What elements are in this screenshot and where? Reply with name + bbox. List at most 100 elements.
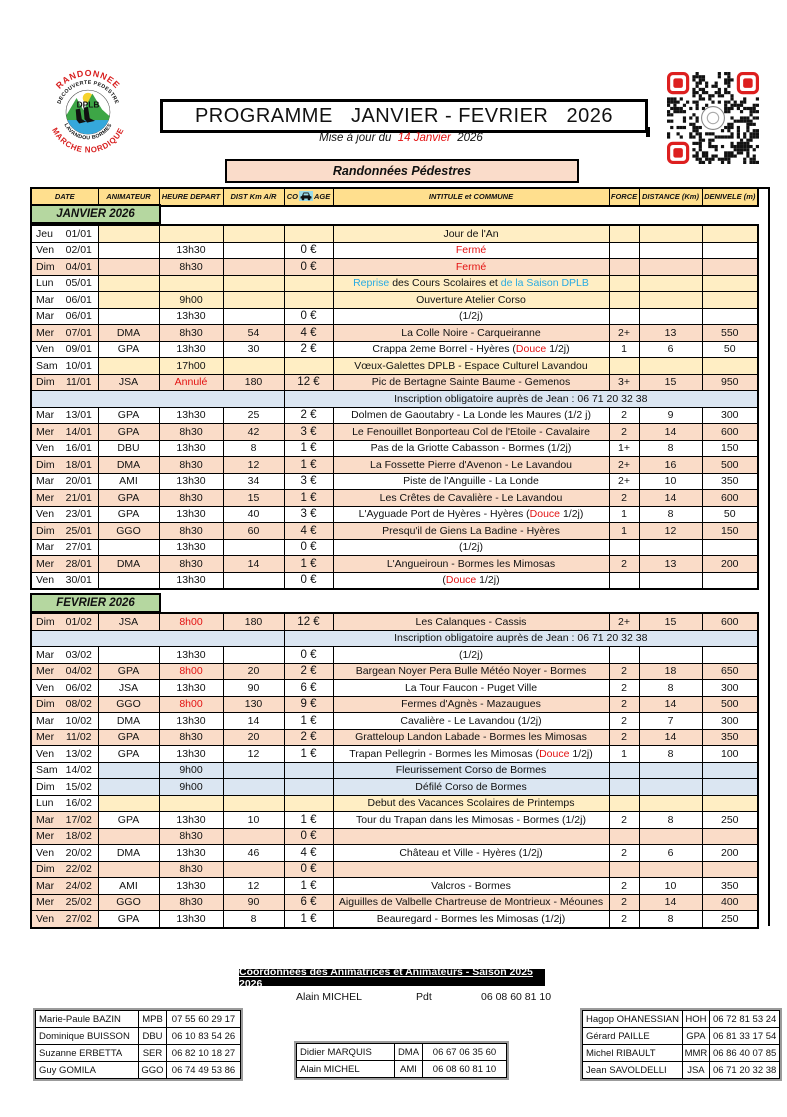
- denivele-cell: 550: [701, 324, 759, 342]
- date-label: 01/01: [65, 227, 92, 240]
- intitule-text: Bargean Noyer Pera Bulle Météo Noyer - B…: [355, 665, 587, 678]
- force-cell: 1: [608, 505, 640, 523]
- distance-cell: [638, 274, 703, 292]
- date-label: 14/02: [65, 764, 92, 777]
- covoiturage-suffix: AGE: [313, 191, 331, 201]
- intitule-text: Douce: [445, 574, 477, 587]
- date-cell: Mar 03/02: [30, 646, 99, 664]
- program-row: Mar 27/01 13h30 0 € (1/2j): [30, 538, 759, 556]
- page-title: PROGRAMME JANVIER - FEVRIER 2026: [160, 99, 648, 133]
- intitule-text: Ouverture Atelier Corso: [416, 293, 526, 306]
- contact-phone: 07 55 60 29 17: [166, 1010, 241, 1028]
- denivele-cell: [701, 646, 759, 664]
- intitule-text: (1/2j): [459, 648, 483, 661]
- departure-time-cell: 8h30: [158, 827, 224, 845]
- day-label: Ven: [36, 244, 55, 257]
- date-cell: Ven 02/01: [30, 241, 99, 259]
- departure-time-cell: 13h30: [158, 679, 224, 697]
- distance-cell: [638, 761, 703, 779]
- day-label: Dim: [36, 376, 55, 389]
- force-cell: 2: [608, 844, 640, 862]
- distance-cell: 15: [638, 373, 703, 391]
- day-label: Ven: [36, 574, 55, 587]
- contact-row: Didier MARQUIS DMA 06 67 06 35 60: [296, 1043, 507, 1061]
- denivele-cell: [701, 827, 759, 845]
- title-cell: Crappa 2eme Borrel - Hyères (Douce 1/2j): [332, 340, 610, 358]
- date-label: 02/01: [65, 244, 92, 257]
- departure-time-cell: 13h30: [158, 538, 224, 556]
- date-label: 08/02: [65, 698, 92, 711]
- contact-row: Michel RIBAULT MMR 06 86 40 07 85: [582, 1044, 781, 1062]
- program-row: Dim 25/01 GGO 8h30 60 4 € Presqu'il de Giens L…: [30, 522, 759, 540]
- animator-cell: GPA: [97, 340, 160, 358]
- day-label: Dim: [36, 698, 55, 711]
- covoiturage-fee-cell: 6 €: [283, 893, 334, 911]
- force-cell: [608, 778, 640, 796]
- animator-cell: DMA: [97, 324, 160, 342]
- denivele-cell: 350: [701, 877, 759, 895]
- distance-cell: [638, 291, 703, 309]
- col-header-date: DATE: [30, 187, 99, 206]
- date-cell: Mer 11/02: [30, 728, 99, 746]
- title-cell: Piste de l'Anguille - La Londe: [332, 472, 610, 490]
- date-cell: Mer 25/02: [30, 893, 99, 911]
- title-cell: Pic de Bertagne Sainte Baume - Gemenos: [332, 373, 610, 391]
- departure-time-cell: 8h30: [158, 522, 224, 540]
- title-cell: Tour du Trapan dans les Mimosas - Bormes…: [332, 811, 610, 829]
- distance-cell: [638, 357, 703, 375]
- denivele-cell: 500: [701, 695, 759, 713]
- force-cell: [608, 860, 640, 878]
- denivele-cell: [701, 794, 759, 812]
- day-label: Ven: [36, 343, 55, 356]
- program-row: Mar 17/02 GPA 13h30 10 1 € Tour du Trapan dans…: [30, 811, 759, 829]
- dist-km-cell: 34: [222, 472, 285, 490]
- dist-km-cell: [222, 291, 285, 309]
- covoiturage-fee-cell: [283, 357, 334, 375]
- departure-time-cell: 13h30: [158, 811, 224, 829]
- date-label: 13/02: [65, 747, 92, 760]
- denivele-cell: [701, 307, 759, 325]
- program-row: Mer 11/02 GPA 8h30 20 2 € Gratteloup Landon La…: [30, 728, 759, 746]
- dist-km-cell: 60: [222, 522, 285, 540]
- date-label: 30/01: [65, 574, 92, 587]
- force-cell: 1+: [608, 439, 640, 457]
- logo-center-text: DPLB: [77, 100, 100, 110]
- distance-cell: 15: [638, 612, 703, 631]
- program-row: Lun 05/01 Reprise des Cours Scolaires et d…: [30, 274, 759, 292]
- animator-cell: GPA: [97, 662, 160, 680]
- day-label: Ven: [36, 747, 55, 760]
- date-cell: Lun 05/01: [30, 274, 99, 292]
- date-label: 24/02: [65, 879, 92, 892]
- force-cell: [608, 274, 640, 292]
- force-cell: [608, 224, 640, 243]
- covoiturage-fee-cell: 6 €: [283, 679, 334, 697]
- dist-km-cell: 30: [222, 340, 285, 358]
- intitule-text: 1/2j): [546, 343, 570, 356]
- force-cell: 2: [608, 811, 640, 829]
- date-label: 22/02: [65, 863, 92, 876]
- date-label: 09/01: [65, 343, 92, 356]
- program-row: Dim 01/02 JSA 8h00 180 12 € Les Calanques - Ca…: [30, 612, 759, 631]
- distance-cell: [638, 538, 703, 556]
- date-label: 16/01: [65, 442, 92, 455]
- contact-row: Jean SAVOLDELLI JSA 06 71 20 32 38: [582, 1061, 781, 1079]
- force-cell: 2: [608, 662, 640, 680]
- intitule-text: 1/2j): [476, 574, 500, 587]
- day-label: Mar: [36, 541, 55, 554]
- force-cell: 1: [608, 745, 640, 763]
- date-cell: Mer 28/01: [30, 555, 99, 573]
- day-label: Mer: [36, 557, 55, 570]
- day-label: Mer: [36, 665, 55, 678]
- date-label: 21/01: [65, 491, 92, 504]
- update-prefix: Mise à jour du: [319, 132, 398, 144]
- departure-time-cell: 9h00: [158, 761, 224, 779]
- date-label: 04/01: [65, 260, 92, 273]
- date-cell: Dim 18/01: [30, 456, 99, 474]
- date-label: 13/01: [65, 409, 92, 422]
- force-cell: [608, 357, 640, 375]
- intitule-text: Fleurissement Corso de Bormes: [395, 764, 547, 777]
- animator-cell: [97, 778, 160, 796]
- program-column-headers: DATE ANIMATEUR HEURE DEPART DIST Km A/R …: [30, 187, 759, 207]
- intitule-text: Les Calanques - Cassis: [415, 615, 527, 628]
- force-cell: [608, 646, 640, 664]
